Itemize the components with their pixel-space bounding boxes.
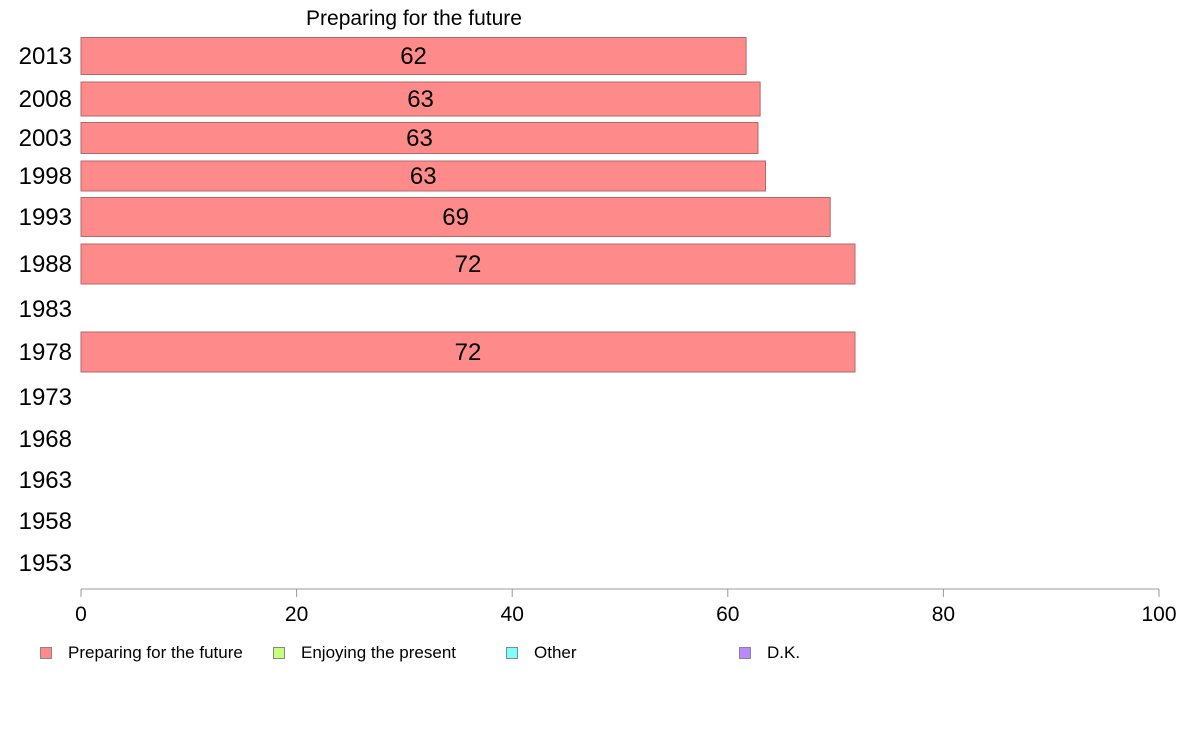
legend-label-enjoying: Enjoying the present (301, 643, 456, 662)
legend-label-other: Other (534, 643, 577, 662)
bar-label-1998: 63 (410, 163, 437, 190)
bar-label-2003: 63 (406, 125, 433, 152)
x-tick-label-100: 100 (1141, 603, 1176, 626)
y-tick-label-1993: 1993 (19, 204, 72, 231)
x-tick-label-60: 60 (716, 603, 739, 626)
bar-chart: Preparing for the future 62636363697272 … (19, 7, 1177, 626)
legend-swatch-enjoying (273, 647, 285, 659)
bar-1993 (80, 197, 831, 237)
y-tick-label-1958: 1958 (19, 508, 72, 535)
bar-1978 (80, 331, 856, 373)
bar-1988 (80, 243, 856, 285)
bar-label-1978: 72 (455, 339, 482, 366)
y-tick-label-1983: 1983 (19, 296, 72, 323)
legend-swatch-dk (739, 647, 751, 659)
legend-item-dk: D.K. (739, 643, 800, 663)
y-tick-label-1953: 1953 (19, 550, 72, 577)
bar-2008 (80, 81, 761, 117)
chart-title: Preparing for the future (306, 7, 522, 30)
y-tick-label-1968: 1968 (19, 426, 72, 453)
bar-2013 (80, 37, 747, 75)
x-tick-label-0: 0 (75, 603, 87, 626)
y-tick-label-1963: 1963 (19, 467, 72, 494)
legend-label-preparing: Preparing for the future (68, 643, 243, 662)
legend-item-preparing: Preparing for the future (40, 643, 243, 663)
y-tick-label-1988: 1988 (19, 251, 72, 278)
y-tick-label-1973: 1973 (19, 384, 72, 411)
bar-1998 (80, 160, 767, 192)
legend-swatch-preparing (40, 647, 52, 659)
bar-label-2008: 63 (407, 86, 434, 113)
x-tick-label-80: 80 (932, 603, 955, 626)
legend-item-enjoying: Enjoying the present (273, 643, 456, 663)
legend-item-other: Other (506, 643, 577, 663)
bar-label-2013: 62 (400, 43, 427, 70)
bar-label-1993: 69 (442, 204, 469, 231)
legend: Preparing for the future Enjoying the pr… (0, 643, 1188, 665)
y-tick-label-1998: 1998 (19, 163, 72, 190)
y-tick-label-2008: 2008 (19, 86, 72, 113)
legend-label-dk: D.K. (767, 643, 801, 662)
y-tick-label-2013: 2013 (19, 43, 72, 70)
y-tick-label-2003: 2003 (19, 125, 72, 152)
x-tick-label-20: 20 (285, 603, 308, 626)
bar-2003 (80, 122, 759, 154)
y-tick-label-1978: 1978 (19, 339, 72, 366)
legend-swatch-other (506, 647, 518, 659)
x-tick-label-40: 40 (501, 603, 524, 626)
bar-label-1988: 72 (455, 251, 482, 278)
